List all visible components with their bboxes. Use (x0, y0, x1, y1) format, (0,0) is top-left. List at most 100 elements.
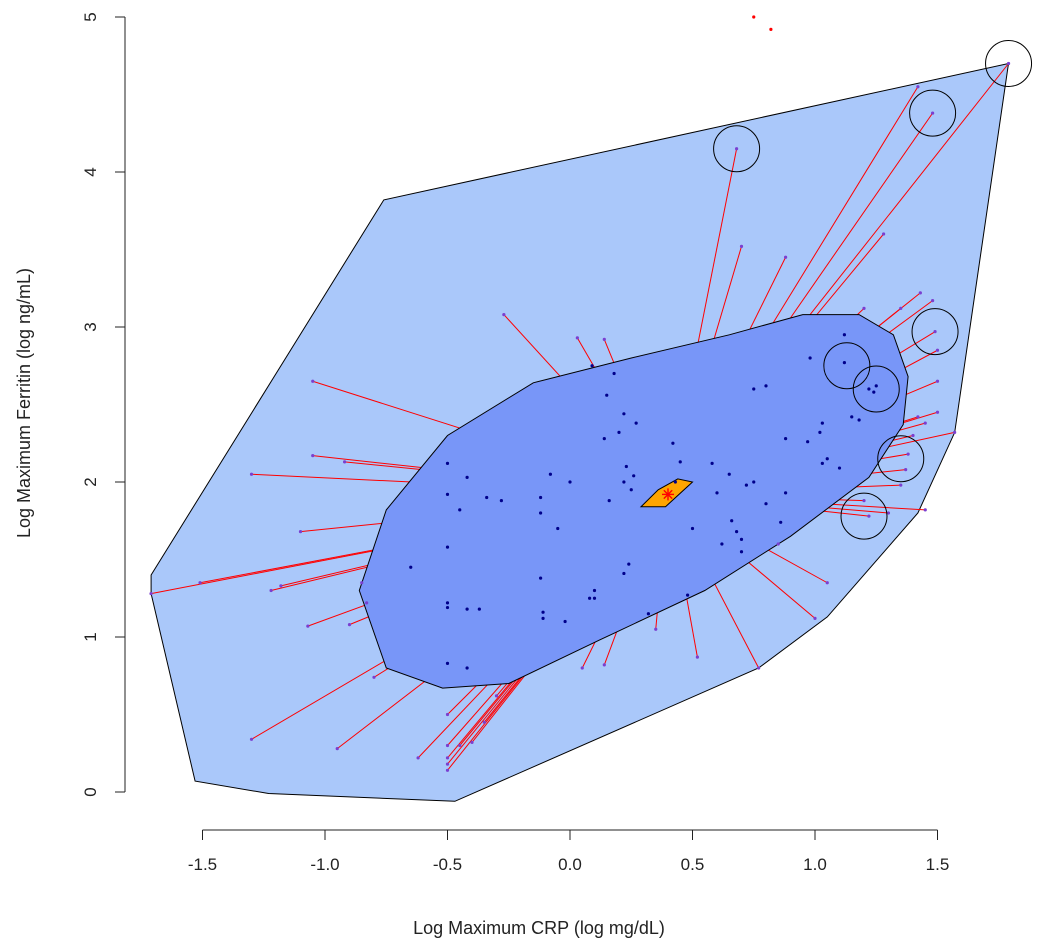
data-point (820, 421, 824, 425)
data-point (806, 440, 810, 444)
data-point-outside (298, 530, 303, 534)
data-point (592, 588, 597, 593)
data-point (458, 508, 462, 512)
data-point (624, 464, 628, 469)
data-point (445, 461, 450, 465)
data-point (629, 488, 633, 492)
data-point (445, 605, 450, 610)
data-point-outside (916, 415, 920, 419)
data-point-outside (580, 666, 584, 670)
data-point (632, 474, 636, 478)
data-point-outside (825, 581, 829, 585)
data-point-outside (249, 737, 254, 741)
data-point-outside (279, 584, 283, 588)
data-point-outside (269, 588, 273, 593)
data-point (837, 466, 842, 470)
data-point-outside (445, 762, 450, 766)
data-point-outside (602, 337, 606, 341)
data-point-outside (654, 627, 658, 631)
data-point-outside (899, 306, 903, 310)
data-point (874, 384, 878, 388)
data-point (818, 430, 822, 434)
data-point-outside (360, 581, 364, 585)
data-point-outside (784, 255, 788, 259)
data-point (857, 418, 861, 422)
data-point-outside (931, 111, 935, 115)
outlier-circle (713, 125, 761, 173)
data-point-outside (933, 330, 937, 334)
data-point (779, 520, 783, 524)
data-point-outside (935, 348, 940, 352)
data-point (744, 483, 749, 487)
data-point-outside (445, 743, 450, 748)
data-point-outside (602, 663, 606, 667)
data-point-outside (575, 336, 579, 340)
data-point-outside (343, 460, 347, 464)
median-marker (662, 488, 674, 501)
plot-region (149, 15, 1033, 802)
data-point-outside (935, 379, 940, 383)
data-point (764, 502, 768, 506)
data-point (539, 576, 543, 580)
data-point-outside (813, 616, 817, 621)
data-point (842, 361, 847, 365)
data-point (671, 441, 675, 445)
data-point-outside (445, 756, 450, 760)
data-point-outside (899, 483, 903, 487)
data-point-outside (735, 147, 739, 151)
data-point-outside (416, 756, 420, 760)
data-point-outside (867, 514, 871, 518)
data-point (764, 384, 768, 388)
data-point (539, 495, 543, 500)
y-tick-label: 4 (81, 167, 100, 176)
data-point-outside (502, 313, 506, 317)
data-point-outside (372, 675, 376, 679)
data-point-outside (482, 720, 486, 724)
data-point-outside (365, 601, 369, 605)
data-point-outside (918, 291, 922, 295)
data-point (556, 526, 560, 531)
x-tick-label: 1.5 (926, 855, 950, 874)
data-point-outside (757, 666, 761, 670)
data-point (590, 364, 594, 368)
data-point (465, 666, 469, 670)
x-tick-label: 1.0 (803, 855, 827, 874)
data-point (445, 661, 450, 665)
data-point (607, 499, 611, 503)
data-point-outside (149, 592, 153, 596)
data-point (445, 545, 450, 549)
data-point (730, 519, 734, 523)
outlier-circle (823, 342, 871, 390)
data-point (739, 550, 744, 554)
data-point (820, 461, 824, 465)
data-point-outside (911, 433, 915, 438)
data-point-extreme (769, 27, 773, 31)
data-point (784, 491, 788, 495)
median-star-stroke (663, 489, 673, 500)
data-point-outside (470, 740, 474, 745)
data-point (477, 607, 481, 611)
x-tick-label: -1.5 (188, 855, 217, 874)
y-tick-label: 3 (81, 322, 100, 331)
data-point (445, 492, 450, 496)
data-point (541, 616, 545, 621)
data-point (592, 596, 597, 600)
data-point-outside (904, 468, 908, 472)
data-point (617, 430, 621, 434)
data-point (720, 542, 724, 546)
data-point (627, 562, 631, 566)
bag-region (358, 314, 909, 689)
x-tick-label: -0.5 (433, 855, 462, 874)
data-point-outside (249, 472, 254, 476)
data-point (673, 480, 677, 484)
data-point (499, 499, 503, 503)
outlier-circles (713, 40, 1033, 540)
y-axis-title: Log Maximum Ferritin (log ng/mL) (14, 268, 34, 538)
x-tick-label: -1.0 (310, 855, 339, 874)
outlier-circle (840, 492, 888, 540)
data-point-outside (458, 743, 462, 748)
data-point (445, 601, 450, 605)
outlier-circle (909, 89, 957, 137)
data-point (752, 387, 756, 391)
